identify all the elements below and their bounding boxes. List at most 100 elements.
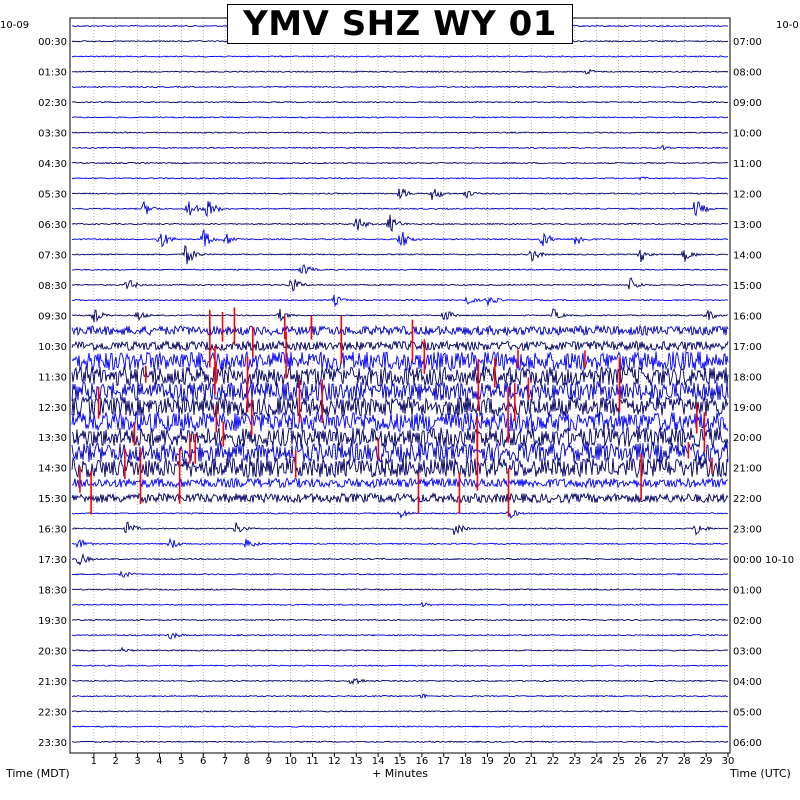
- seismic-trace: [71, 294, 728, 308]
- right-time-tick: 16:00: [733, 311, 762, 322]
- left-axis-caption: Time (MDT): [6, 767, 70, 780]
- right-time-tick: 05:00: [733, 707, 762, 718]
- minute-tick-label: 8: [244, 756, 250, 767]
- seismic-trace: [72, 308, 728, 323]
- utc-date-label: 10-0: [776, 20, 799, 31]
- minute-tick-label: 21: [525, 756, 538, 767]
- right-time-tick: 02:00: [733, 616, 762, 627]
- seismic-trace: [71, 176, 729, 181]
- left-time-tick: 05:30: [38, 190, 67, 201]
- seismic-trace: [72, 277, 729, 292]
- minute-tick-label: 23: [569, 756, 582, 767]
- seismic-trace: [71, 552, 729, 566]
- right-time-tick: 00:00 10-10: [733, 555, 794, 566]
- minute-tick-label: 2: [113, 756, 119, 767]
- left-time-tick: 13:30: [38, 433, 67, 444]
- minute-tick-label: 30: [722, 756, 735, 767]
- right-time-tick: 13:00: [733, 220, 762, 231]
- left-time-tick: 07:30: [38, 250, 67, 261]
- seismic-trace: [71, 229, 729, 248]
- minute-tick-label: 5: [178, 756, 184, 767]
- minute-tick-label: 12: [328, 756, 341, 767]
- chart-title-box: YMV SHZ WY 01: [227, 4, 573, 44]
- left-time-tick: 02:30: [38, 98, 67, 109]
- minute-tick-label: 3: [134, 756, 140, 767]
- minute-tick-label: 10: [284, 756, 297, 767]
- right-time-tick: 17:00: [733, 342, 762, 353]
- right-time-tick: 08:00: [733, 68, 762, 79]
- left-time-tick: 01:30: [38, 68, 67, 79]
- right-axis-caption: Time (UTC): [730, 767, 791, 780]
- right-time-tick: 19:00: [733, 403, 762, 414]
- seismic-trace: [71, 365, 729, 387]
- chart-title: YMV SHZ WY 01: [243, 4, 557, 44]
- minute-tick-label: 14: [372, 756, 385, 767]
- right-time-tick: 04:00: [733, 677, 762, 688]
- right-time-tick: 10:00: [733, 129, 762, 140]
- seismic-trace: [71, 476, 729, 490]
- minute-tick-label: 11: [306, 756, 319, 767]
- seismic-trace: [71, 725, 729, 728]
- seismic-trace: [71, 664, 729, 667]
- seismic-trace: [71, 509, 729, 520]
- seismic-trace: [71, 618, 729, 622]
- minute-tick-label: 9: [266, 756, 272, 767]
- minute-tick-label: 17: [437, 756, 450, 767]
- seismic-trace: [71, 264, 729, 275]
- seismic-trace: [71, 324, 729, 337]
- minute-tick-label: 4: [156, 756, 162, 767]
- right-time-tick: 03:00: [733, 646, 762, 657]
- minute-tick-label: 19: [481, 756, 494, 767]
- seismic-trace: [71, 244, 729, 265]
- seismic-trace: [71, 350, 729, 372]
- seismic-trace: [71, 456, 729, 479]
- seismic-trace: [71, 491, 729, 505]
- minute-tick-label: 16: [415, 756, 428, 767]
- seismic-trace: [71, 601, 729, 608]
- seismic-trace: [71, 200, 728, 218]
- left-time-tick: 18:30: [38, 586, 67, 597]
- right-time-tick: 07:00: [733, 37, 762, 48]
- right-time-tick: 06:00: [733, 738, 762, 749]
- seismic-trace: [71, 693, 729, 699]
- seismic-trace: [71, 646, 729, 652]
- minute-tick-label: 13: [350, 756, 363, 767]
- seismic-trace: [71, 339, 729, 352]
- seismic-trace: [71, 214, 729, 233]
- right-time-tick: 14:00: [733, 250, 762, 261]
- left-time-tick: 17:30: [38, 555, 67, 566]
- grid-layer: [93, 18, 707, 753]
- left-time-tick: 16:30: [38, 525, 67, 536]
- right-time-tick: 09:00: [733, 98, 762, 109]
- seismic-trace: [71, 161, 728, 165]
- left-time-tick: 14:30: [38, 464, 67, 475]
- seismic-trace: [71, 116, 729, 119]
- seismic-trace: [71, 427, 729, 449]
- tick-layer: 00:30 01:30 02:30 03:30 04:30 05:30 06:30 07:30…: [38, 37, 794, 767]
- minute-tick-label: 28: [678, 756, 691, 767]
- left-time-tick: 11:30: [38, 372, 67, 383]
- seismic-trace: [71, 441, 729, 464]
- seismic-trace: [71, 188, 729, 200]
- seismic-trace: [71, 100, 728, 104]
- right-time-tick: 20:00: [733, 433, 762, 444]
- left-time-tick: 22:30: [38, 707, 67, 718]
- minute-tick-label: 15: [394, 756, 407, 767]
- seismic-trace: [71, 537, 728, 549]
- minute-tick-label: 25: [612, 756, 625, 767]
- left-time-tick: 20:30: [38, 646, 67, 657]
- seismic-trace: [71, 68, 729, 75]
- left-time-tick: 08:30: [38, 281, 67, 292]
- seismic-trace: [71, 588, 729, 591]
- minute-tick-label: 20: [503, 756, 516, 767]
- clip-layer: [79, 307, 713, 517]
- trace-layer: [71, 23, 729, 744]
- minute-tick-label: 1: [91, 756, 97, 767]
- left-time-tick: 03:30: [38, 129, 67, 140]
- right-time-tick: 11:00: [733, 159, 762, 170]
- left-time-tick: 15:30: [38, 494, 67, 505]
- left-time-tick: 04:30: [38, 159, 67, 170]
- left-time-tick: 00:30: [38, 37, 67, 48]
- right-time-tick: 12:00: [733, 190, 762, 201]
